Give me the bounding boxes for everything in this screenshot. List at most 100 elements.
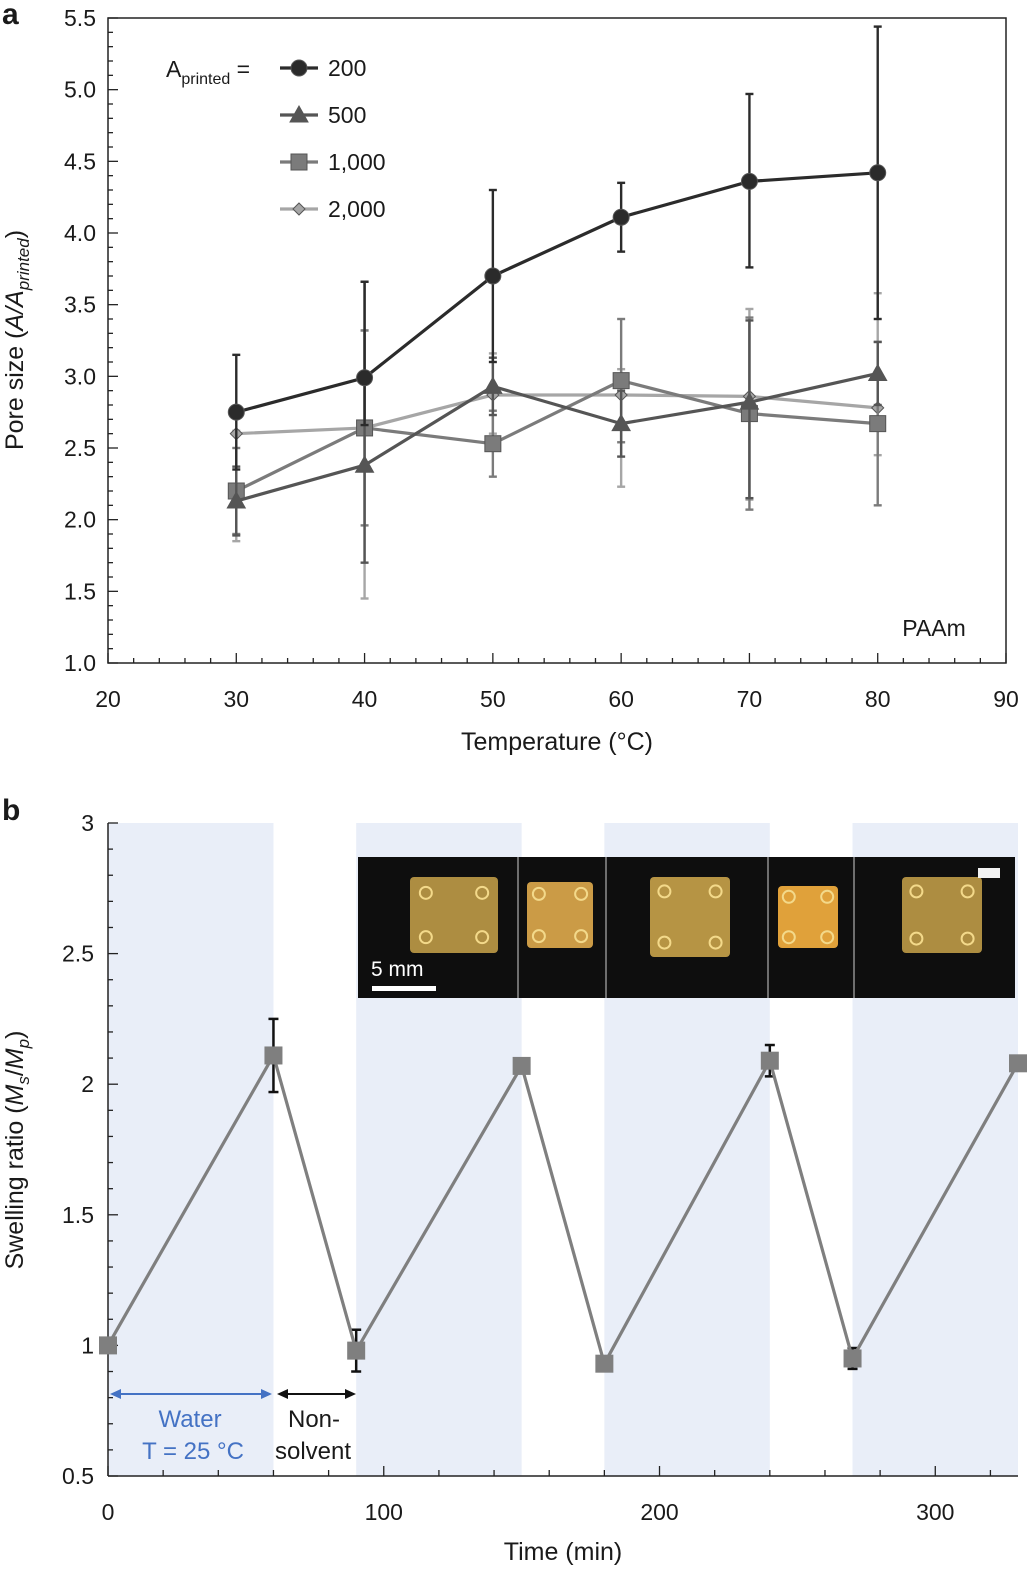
data-point: [354, 455, 375, 473]
data-point: [740, 172, 758, 190]
hydrogel-pore: [418, 885, 433, 900]
hydrogel-pore: [960, 931, 975, 946]
ruler-mark: [978, 868, 1000, 878]
arrow-head-icon: [345, 1389, 356, 1399]
y-tick-label: 5.0: [64, 77, 96, 103]
hydrogel-body: [778, 886, 838, 948]
arrow-head-icon: [277, 1389, 288, 1399]
hydrogel-body: [650, 877, 730, 957]
legend-items: 200 500 1,000 2,000: [280, 55, 386, 222]
y-tick-label: 3.5: [64, 292, 96, 318]
data-point: [484, 435, 502, 453]
y-tick-label: 0.5: [62, 1463, 94, 1489]
y-tick-label: 2: [81, 1071, 94, 1097]
hydrogel-body: [902, 877, 982, 953]
panel-b-xlabel: Time (min): [504, 1538, 623, 1566]
x-tick-label: 100: [365, 1499, 403, 1525]
panel-a-plot-frame: [107, 17, 1007, 664]
nonsolvent-label: solvent: [275, 1438, 351, 1465]
hydrogel-pore: [657, 884, 672, 899]
legend-label: 1,000: [328, 149, 386, 175]
series-1000: [227, 316, 887, 536]
series-line: [236, 393, 878, 436]
hydrogel-pore: [574, 929, 589, 944]
data-point: [739, 392, 760, 410]
legend-label: 200: [328, 55, 366, 81]
series-500: [226, 280, 888, 564]
material-annotation: PAAm: [902, 615, 965, 641]
y-tick-label: 2.5: [64, 435, 96, 461]
arrow-head-icon: [110, 1389, 121, 1399]
panel-b-series: [99, 1017, 1027, 1373]
data-point: [612, 208, 630, 226]
scale-bar: [372, 986, 436, 991]
water-temperature-label: T = 25 °C: [142, 1438, 244, 1465]
x-tick-label: 80: [865, 686, 891, 712]
hydrogel-pore: [781, 930, 796, 945]
nonsolvent-label: Non-: [288, 1406, 340, 1433]
scale-bar-label: 5 mm: [371, 958, 424, 981]
panel-a-legend: Aprinted = 200 500 1,000 2,000: [166, 55, 386, 222]
panel-b-letter: b: [2, 794, 20, 827]
data-point: [843, 1349, 862, 1368]
legend-title-sub: printed: [181, 71, 230, 88]
hydrogel-pore: [574, 886, 589, 901]
y-tick-label: 1: [81, 1332, 94, 1358]
data-point: [869, 415, 887, 433]
hydrogel-pore: [418, 930, 433, 945]
y-tick-label: 1.5: [62, 1202, 94, 1228]
water-label: Water: [158, 1406, 221, 1433]
legend-label: 500: [328, 102, 366, 128]
x-tick-label: 0: [102, 1499, 115, 1525]
data-point: [227, 403, 245, 421]
panel-a-axes: 20 30 40 50 60 70 80 90 1.0 1.5 2.0 2.5 3.0 3.5 4.0 4.5…: [64, 5, 1019, 712]
series-line: [235, 379, 878, 493]
hydrogel-pore: [909, 931, 924, 946]
hydrogel-pore: [820, 930, 835, 945]
hydrogel-sample: [902, 877, 982, 953]
hydrogel-pore: [475, 885, 490, 900]
hydrogel-pore: [781, 889, 796, 904]
x-tick-label: 70: [737, 686, 763, 712]
legend-marker: [289, 104, 309, 123]
legend-marker: [290, 153, 308, 171]
data-point: [356, 369, 374, 387]
x-tick-label: 60: [608, 686, 634, 712]
x-tick-label: 300: [916, 1499, 954, 1525]
panel-a-letter: a: [2, 0, 19, 31]
x-tick-label: 40: [352, 686, 378, 712]
data-point: [264, 1046, 283, 1065]
panel-b: b 5 mm 0 100 200 300 0.5 1 1.5 2 2.5 3 Water T = …: [1, 794, 1027, 1566]
y-tick-label: 5.5: [64, 5, 96, 31]
panel-a-xlabel: Temperature (°C): [461, 728, 653, 756]
data-point: [99, 1336, 117, 1355]
y-tick-label: 2.5: [62, 941, 94, 967]
data-point: [483, 376, 503, 394]
series-line: [235, 171, 878, 414]
hydrogel-pore: [960, 884, 975, 899]
y-tick-label: 4.5: [64, 148, 96, 174]
hydrogel-pore: [475, 930, 490, 945]
photo-inset: 5 mm: [358, 857, 1015, 998]
y-tick-label: 1.0: [64, 650, 96, 676]
data-point: [347, 1341, 366, 1360]
y-tick-label: 4.0: [64, 220, 96, 246]
water-interval-shade: [108, 823, 274, 1476]
x-tick-label: 30: [223, 686, 249, 712]
data-point: [612, 372, 630, 390]
arrow-head-icon: [261, 1389, 272, 1399]
panel-b-ylabel: Swelling ratio (Ms/Mp): [1, 1031, 33, 1270]
y-tick-label: 2.0: [64, 507, 96, 533]
series-200: [227, 25, 887, 471]
legend-marker: [290, 59, 308, 77]
svg-text:Aprinted =: Aprinted =: [166, 56, 250, 88]
x-tick-label: 20: [95, 686, 121, 712]
series-line: [235, 371, 879, 503]
hydrogel-pore: [820, 889, 835, 904]
swelling-line: [106, 1053, 1020, 1366]
x-tick-label: 200: [640, 1499, 678, 1525]
hydrogel-sample: [527, 882, 593, 948]
panel-a-series: [226, 25, 888, 600]
x-tick-label: 90: [993, 686, 1019, 712]
